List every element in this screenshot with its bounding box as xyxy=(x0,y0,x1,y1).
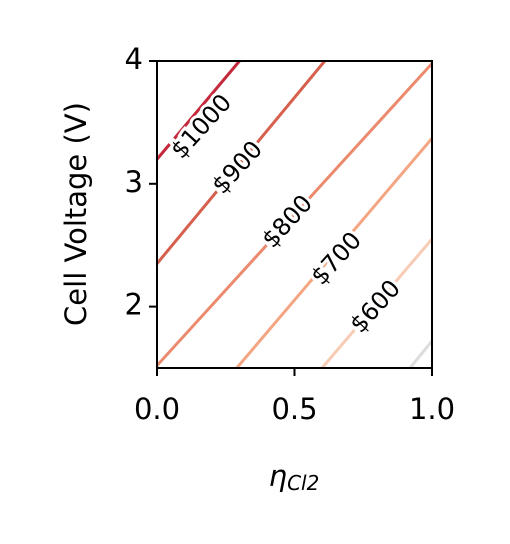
contour-label: $1000 xyxy=(165,89,237,164)
contour-line xyxy=(157,61,326,265)
contour-line xyxy=(408,340,432,368)
x-axis-label: ηCl2 xyxy=(269,459,320,495)
x-tick-label: 0.0 xyxy=(134,392,180,426)
contour-label: $700 xyxy=(305,226,367,290)
y-tick-label: 2 xyxy=(125,288,143,322)
contour-line xyxy=(157,61,241,161)
plot-area xyxy=(157,61,432,368)
y-tick-label: 4 xyxy=(125,42,143,76)
x-label-subscript: Cl2 xyxy=(287,471,319,495)
x-tick-label: 1.0 xyxy=(409,392,455,426)
contour-line xyxy=(235,137,432,368)
x-tick-label: 0.5 xyxy=(271,392,317,426)
contour-line xyxy=(157,62,432,367)
y-axis-label: Cell Voltage (V) xyxy=(59,102,93,326)
contour-label: $900 xyxy=(206,135,268,199)
y-tick-label: 3 xyxy=(125,165,143,199)
x-label-symbol: η xyxy=(269,459,287,493)
contour-label: $600 xyxy=(344,274,406,338)
contour-line xyxy=(320,238,432,368)
